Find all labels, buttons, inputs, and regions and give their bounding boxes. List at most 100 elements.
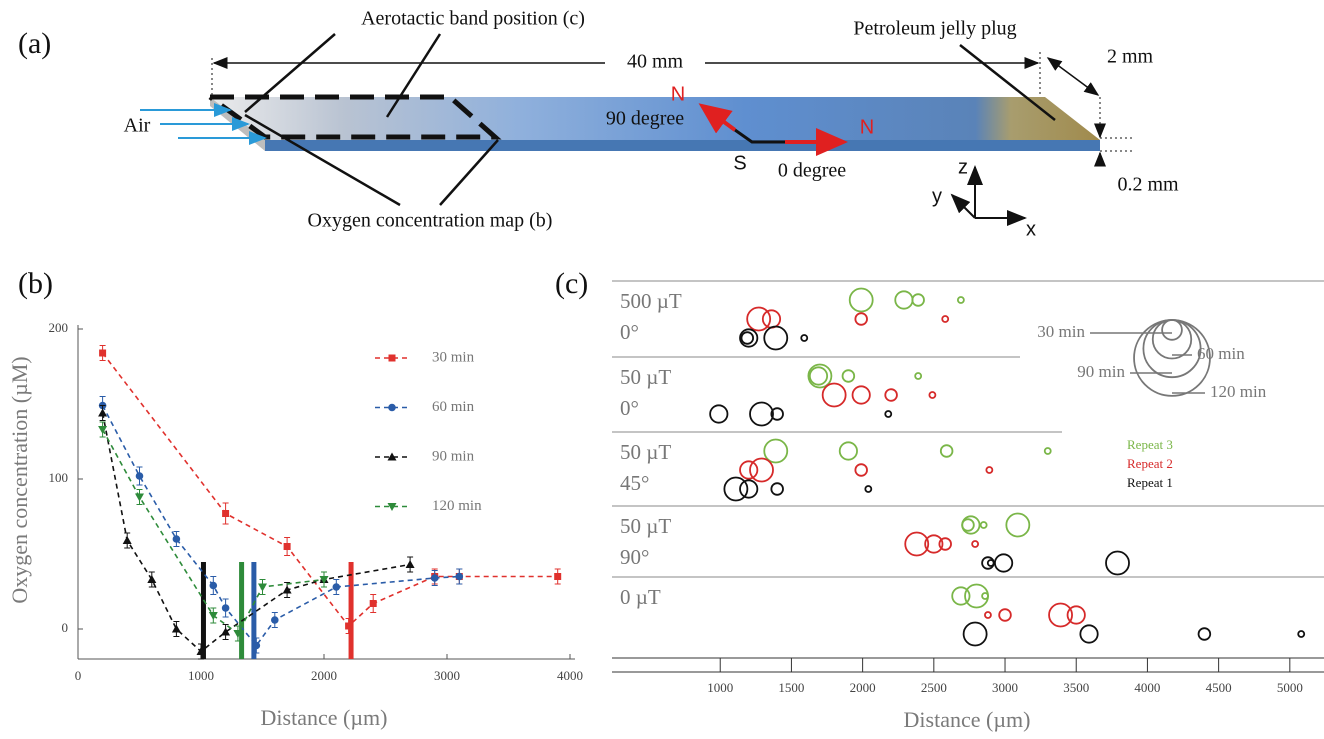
marker bbox=[221, 627, 231, 636]
panel-label: (c) bbox=[555, 267, 588, 300]
annotation: Air bbox=[124, 115, 151, 137]
bubble bbox=[985, 466, 994, 474]
x-axis-title: Distance (µm) bbox=[261, 705, 388, 730]
bubble bbox=[746, 306, 772, 332]
x-axis-title: Distance (µm) bbox=[904, 707, 1031, 732]
bubble bbox=[864, 485, 873, 493]
marker bbox=[554, 573, 562, 580]
x-tick-label: 1000 bbox=[707, 680, 733, 695]
bubble bbox=[749, 401, 774, 427]
marker bbox=[221, 604, 230, 612]
annotation: 90 degree bbox=[606, 108, 684, 130]
bubble bbox=[808, 366, 829, 386]
size-legend-circle bbox=[1142, 319, 1202, 379]
leader-line bbox=[244, 33, 336, 113]
marker bbox=[209, 581, 218, 590]
row-label: 0° bbox=[620, 396, 639, 420]
row-label: 50 µT bbox=[620, 365, 671, 389]
bubble bbox=[749, 457, 774, 483]
bubble bbox=[739, 328, 759, 348]
marker bbox=[222, 510, 230, 517]
bubble bbox=[941, 315, 950, 323]
annotation: Petroleum jelly plug bbox=[853, 18, 1016, 40]
pole-label: N bbox=[671, 83, 685, 105]
marker bbox=[233, 630, 243, 638]
bubble bbox=[998, 608, 1012, 622]
axis-name: x bbox=[1026, 218, 1036, 240]
marker bbox=[135, 493, 144, 502]
y-tick-label: 0 bbox=[62, 620, 69, 635]
row-label: 50 µT bbox=[620, 514, 671, 538]
band-position bbox=[251, 562, 257, 659]
row-label: 0° bbox=[620, 320, 639, 344]
bubble bbox=[723, 476, 749, 502]
y-tick-label: 200 bbox=[49, 320, 69, 335]
marker bbox=[430, 574, 439, 582]
legend-label: 90 min bbox=[432, 448, 475, 464]
x-tick-label: 2000 bbox=[850, 680, 876, 695]
bubble bbox=[951, 586, 971, 606]
y-axis-title: Oxygen concentration (µM) bbox=[7, 356, 32, 603]
marker bbox=[387, 503, 397, 511]
bubble bbox=[761, 309, 782, 329]
x-tick-label: 4500 bbox=[1206, 680, 1232, 695]
bubble bbox=[739, 460, 759, 480]
dimension-label: 2 mm bbox=[1107, 46, 1154, 68]
bubble bbox=[964, 583, 989, 609]
leader-line bbox=[385, 33, 442, 118]
channel-diagram bbox=[140, 33, 1135, 226]
marker bbox=[98, 426, 108, 434]
x-tick-label: 4000 bbox=[1134, 680, 1160, 695]
bubble bbox=[821, 382, 847, 408]
x-tick-label: 2500 bbox=[921, 680, 947, 695]
annotation: Oxygen concentration map (b) bbox=[308, 210, 553, 232]
marker bbox=[405, 560, 415, 568]
bubble bbox=[956, 296, 965, 304]
bubble bbox=[740, 331, 755, 345]
bubble bbox=[807, 363, 833, 389]
dimension-label: 0.2 mm bbox=[1117, 174, 1179, 196]
size-legend-label: 30 min bbox=[1037, 322, 1085, 341]
marker bbox=[271, 616, 279, 624]
bubble bbox=[994, 553, 1014, 573]
size-legend-circle bbox=[1161, 319, 1183, 341]
row-label: 500 µT bbox=[620, 289, 682, 313]
bubble bbox=[763, 438, 789, 464]
bubble bbox=[971, 540, 980, 548]
legend-label: Repeat 1 bbox=[1127, 475, 1173, 490]
size-legend-label: 90 min bbox=[1077, 362, 1125, 381]
panel-label: (b) bbox=[18, 267, 53, 300]
channel-top bbox=[210, 97, 1100, 140]
marker bbox=[99, 349, 107, 357]
row-label: 0 µT bbox=[620, 585, 661, 609]
marker bbox=[98, 408, 108, 417]
bubble bbox=[1197, 627, 1212, 641]
panel-label: (a) bbox=[18, 27, 51, 60]
bubble bbox=[939, 444, 954, 458]
bubble bbox=[986, 559, 995, 567]
size-legend-label: 120 min bbox=[1210, 382, 1267, 401]
series-line bbox=[101, 429, 325, 635]
bubble bbox=[981, 592, 989, 600]
band-position bbox=[200, 562, 206, 659]
bubble bbox=[800, 334, 809, 342]
band-outline bbox=[208, 94, 502, 140]
bubble bbox=[961, 515, 981, 535]
marker bbox=[387, 452, 397, 461]
marker bbox=[282, 585, 292, 594]
bubble bbox=[841, 369, 856, 383]
annotation: Aerotactic band position (c) bbox=[361, 8, 585, 30]
bubble bbox=[739, 479, 759, 499]
marker bbox=[258, 583, 267, 592]
field-arrow bbox=[698, 103, 737, 134]
bubble bbox=[854, 312, 868, 326]
channel-front bbox=[265, 140, 1100, 151]
x-tick-label: 0 bbox=[75, 668, 82, 683]
bubble bbox=[1043, 447, 1052, 455]
legend-label: 60 min bbox=[432, 399, 475, 415]
bubble bbox=[838, 441, 858, 461]
bubble bbox=[962, 621, 988, 647]
coord-axis bbox=[950, 193, 976, 219]
series-line bbox=[101, 405, 460, 647]
bubble bbox=[848, 287, 874, 313]
